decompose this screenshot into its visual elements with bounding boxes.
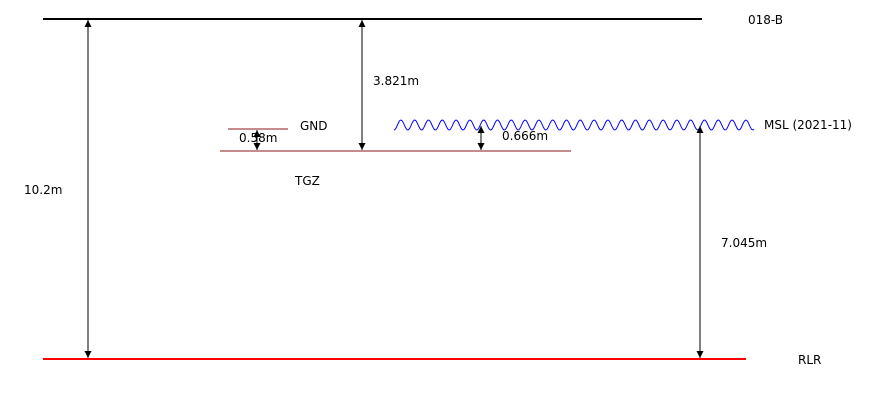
benchmark-to-tgz-value: 3.821m (373, 74, 419, 88)
gnd-to-tgz-value: 0.58m (239, 131, 277, 145)
msl-to-tgz-value: 0.666m (502, 129, 548, 143)
mean-sea-level-wave (393, 119, 755, 131)
tide-gauge-zero-label: TGZ (294, 174, 320, 188)
mean-sea-level-label: MSL (2021-11) (764, 118, 852, 132)
reference-low-level-label: RLR (798, 353, 821, 367)
msl-to-rlr-value: 7.045m (721, 236, 767, 250)
benchmark-to-rlr-value: 10.2m (24, 183, 62, 197)
ground-label: GND (300, 119, 328, 133)
benchmark-label: 018-B (748, 13, 783, 27)
